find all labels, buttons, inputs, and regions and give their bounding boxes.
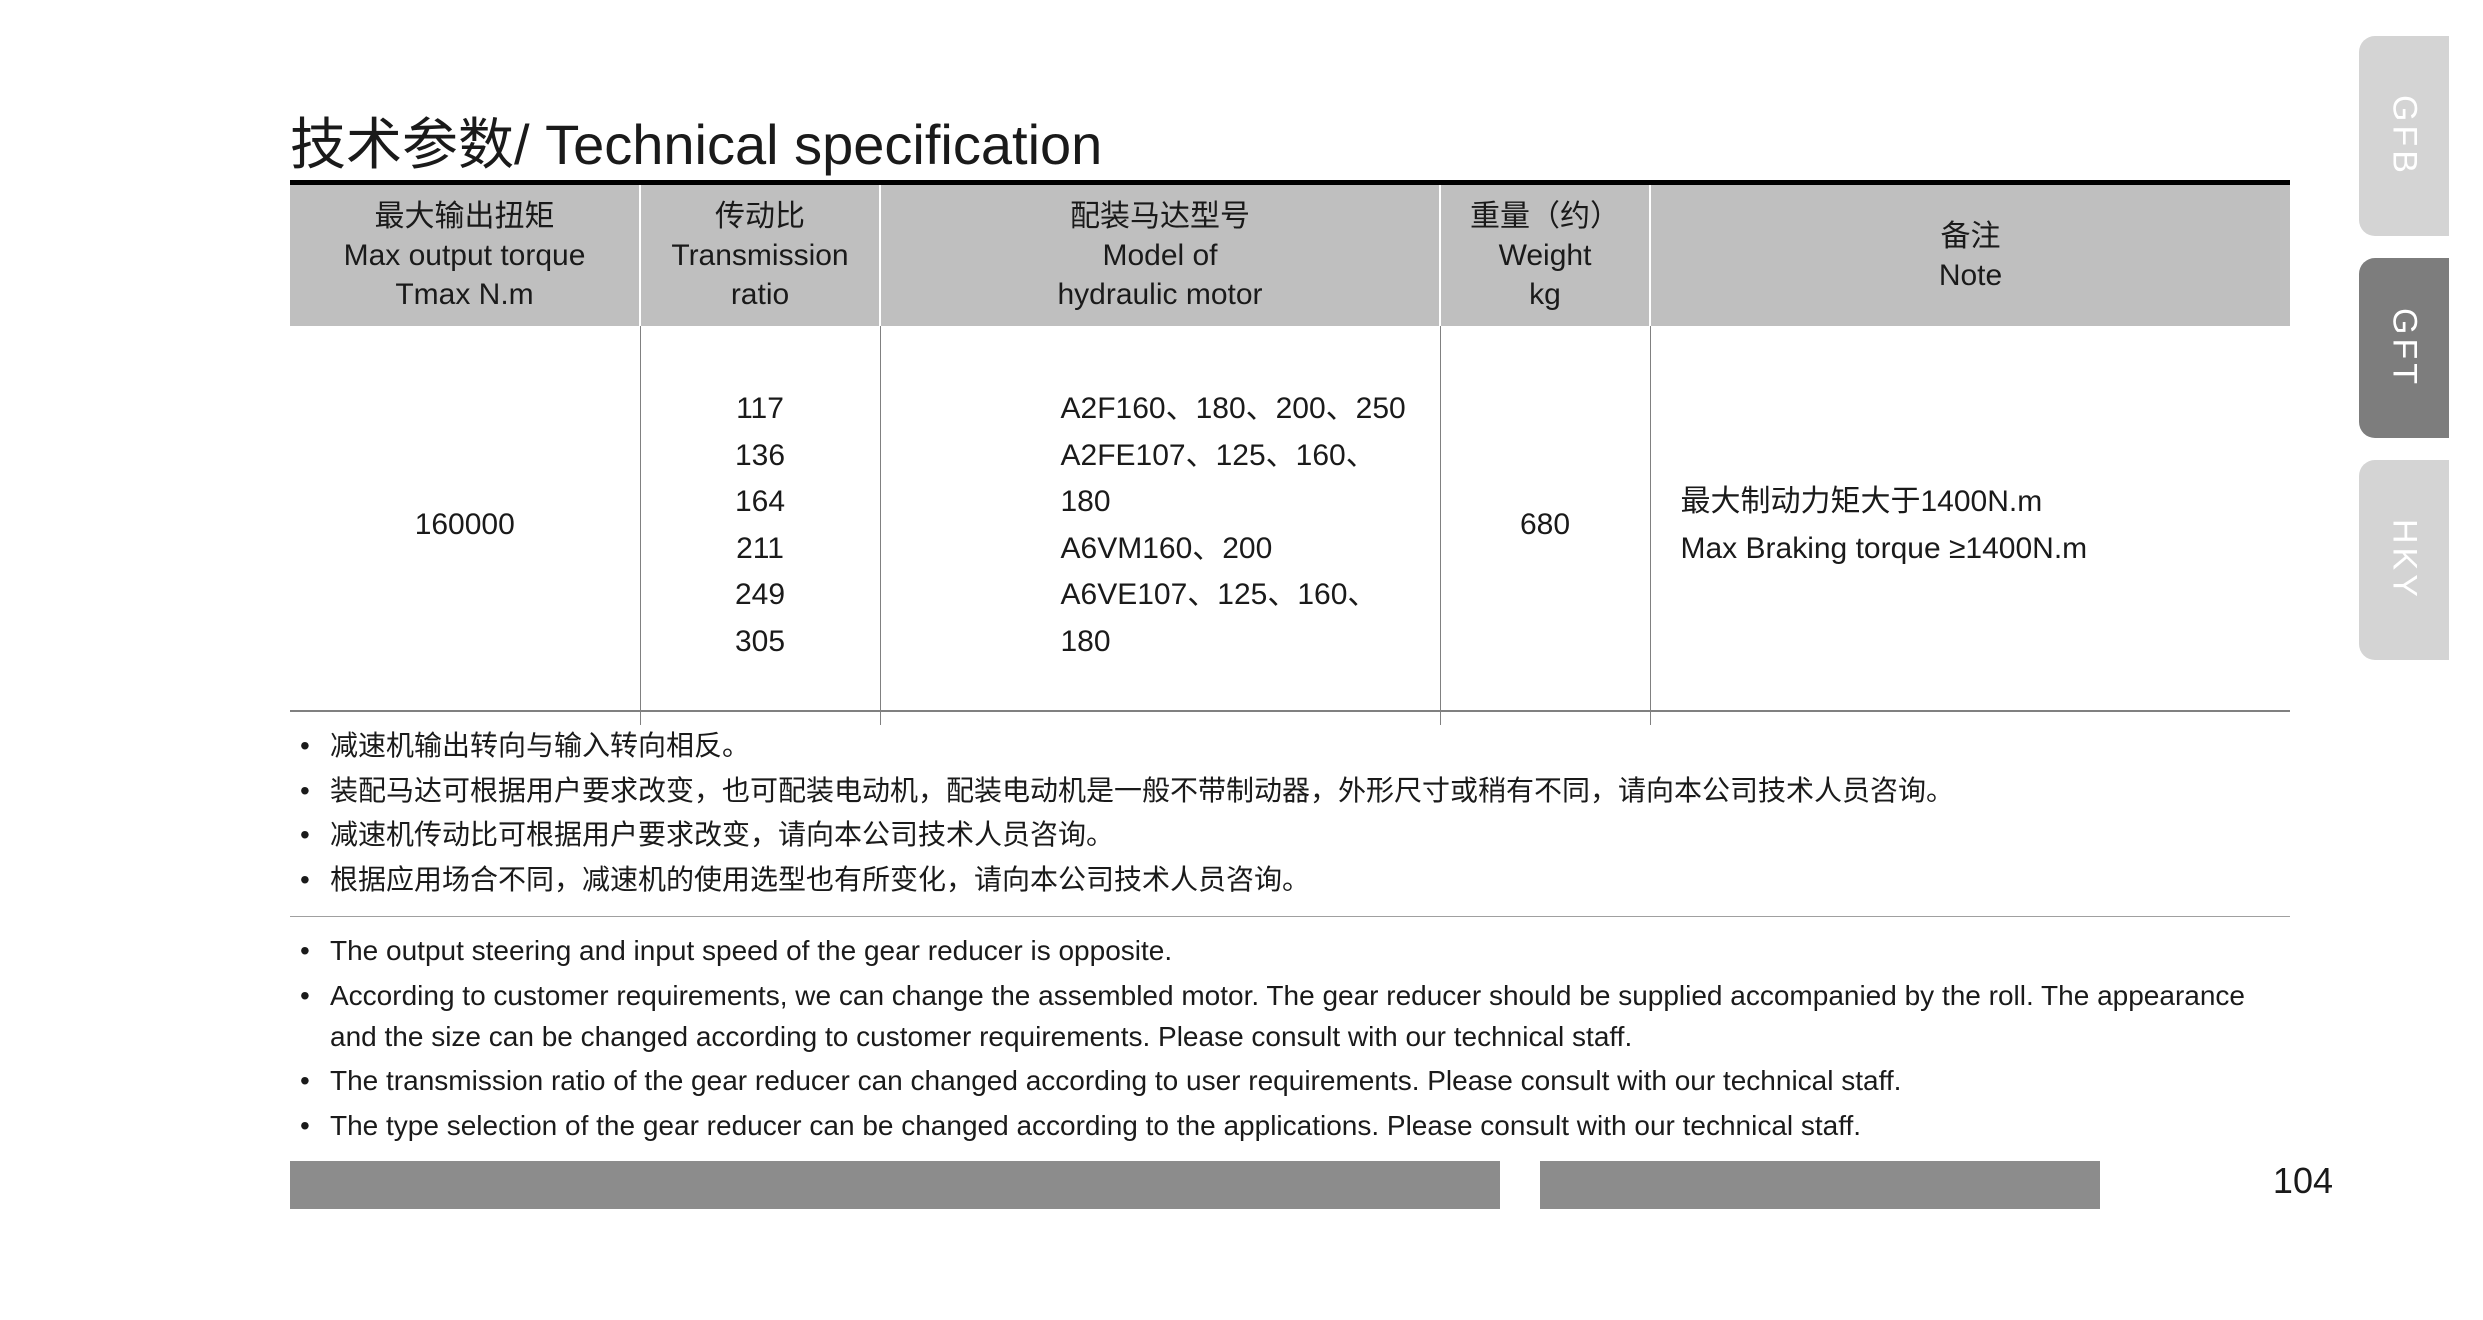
table-body: 160000 117 136 164 211 249 305	[290, 326, 2290, 725]
col-weight-zh: 重量（约）	[1449, 197, 1641, 236]
col-note-zh: 备注	[1659, 217, 2282, 256]
note-en: Max Braking torque ≥1400N.m	[1681, 526, 2275, 573]
ratio-item: 164	[657, 479, 864, 526]
table-header-row: 最大输出扭矩 Max output torque Tmax N.m 传动比 Tr…	[290, 185, 2290, 326]
ratio-list: 117 136 164 211 249 305	[657, 386, 864, 665]
table-row: 160000 117 136 164 211 249 305	[290, 326, 2290, 725]
page-title: 技术参数/ Technical specification	[290, 100, 1102, 181]
col-torque-en2: Tmax N.m	[298, 275, 631, 314]
side-tab-hky[interactable]: HKY	[2359, 460, 2449, 660]
motor-item: A2FE107、125、160、180	[931, 433, 1424, 526]
cell-note: 最大制动力矩大于1400N.m Max Braking torque ≥1400…	[1650, 326, 2290, 725]
notes-block: 减速机输出转向与输入转向相反。 装配马达可根据用户要求改变，也可配装电动机，配装…	[290, 710, 2290, 1150]
spec-table: 最大输出扭矩 Max output torque Tmax N.m 传动比 Tr…	[290, 185, 2290, 725]
motor-item: A6VM160、200	[931, 526, 1424, 573]
ratio-item: 305	[657, 619, 864, 666]
note-en-item: According to customer requirements, we c…	[296, 976, 2290, 1057]
ratio-item: 211	[657, 526, 864, 573]
note-zh-item: 减速机传动比可根据用户要求改变，请向本公司技术人员咨询。	[296, 815, 2290, 856]
col-ratio-zh: 传动比	[649, 197, 871, 236]
col-note: 备注 Note	[1650, 185, 2290, 326]
side-tabs: GFB GFT HKY	[2359, 36, 2449, 682]
note-en-item: The transmission ratio of the gear reduc…	[296, 1061, 2290, 1102]
col-torque-zh: 最大输出扭矩	[298, 197, 631, 236]
notes-zh-list: 减速机输出转向与输入转向相反。 装配马达可根据用户要求改变，也可配装电动机，配装…	[290, 726, 2290, 900]
note-zh: 最大制动力矩大于1400N.m	[1681, 479, 2275, 526]
footer-bar-left	[290, 1161, 1500, 1209]
side-tab-gfb[interactable]: GFB	[2359, 36, 2449, 236]
ratio-item: 117	[657, 386, 864, 433]
notes-en-list: The output steering and input speed of t…	[290, 931, 2290, 1146]
col-weight-en2: kg	[1449, 275, 1641, 314]
page-root: 技术参数/ Technical specification 最大输出扭矩 Max…	[0, 0, 2483, 1320]
cell-weight: 680	[1440, 326, 1650, 725]
footer-bars	[290, 1160, 2290, 1210]
cell-torque: 160000	[290, 326, 640, 725]
cell-motors: A2F160、180、200、250 A2FE107、125、160、180 A…	[880, 326, 1440, 725]
page-number: 104	[2273, 1160, 2333, 1202]
motor-item: A2F160、180、200、250	[931, 386, 1424, 433]
col-motor: 配装马达型号 Model of hydraulic motor	[880, 185, 1440, 326]
note-en-item: The output steering and input speed of t…	[296, 931, 2290, 972]
note-zh-item: 装配马达可根据用户要求改变，也可配装电动机，配装电动机是一般不带制动器，外形尺寸…	[296, 771, 2290, 812]
spec-table-wrap: 最大输出扭矩 Max output torque Tmax N.m 传动比 Tr…	[290, 180, 2290, 725]
ratio-item: 136	[657, 433, 864, 480]
col-weight-en1: Weight	[1449, 236, 1641, 275]
notes-top-rule	[290, 710, 2290, 712]
motor-item: A6VE107、125、160、180	[931, 572, 1424, 665]
col-weight: 重量（约） Weight kg	[1440, 185, 1650, 326]
note-zh-item: 根据应用场合不同，减速机的使用选型也有所变化，请向本公司技术人员咨询。	[296, 860, 2290, 901]
col-motor-en2: hydraulic motor	[889, 275, 1431, 314]
col-torque: 最大输出扭矩 Max output torque Tmax N.m	[290, 185, 640, 326]
col-ratio: 传动比 Transmission ratio	[640, 185, 880, 326]
col-note-en1: Note	[1659, 256, 2282, 295]
col-torque-en1: Max output torque	[298, 236, 631, 275]
motor-list: A2F160、180、200、250 A2FE107、125、160、180 A…	[931, 386, 1424, 665]
col-motor-zh: 配装马达型号	[889, 197, 1431, 236]
note-zh-item: 减速机输出转向与输入转向相反。	[296, 726, 2290, 767]
table-head: 最大输出扭矩 Max output torque Tmax N.m 传动比 Tr…	[290, 185, 2290, 326]
cell-ratios: 117 136 164 211 249 305	[640, 326, 880, 725]
col-ratio-en1: Transmission	[649, 236, 871, 275]
col-ratio-en2: ratio	[649, 275, 871, 314]
note-en-item: The type selection of the gear reducer c…	[296, 1106, 2290, 1147]
side-tab-gft[interactable]: GFT	[2359, 258, 2449, 438]
ratio-item: 249	[657, 572, 864, 619]
col-motor-en1: Model of	[889, 236, 1431, 275]
notes-separator	[290, 916, 2290, 917]
footer-bar-right	[1540, 1161, 2100, 1209]
